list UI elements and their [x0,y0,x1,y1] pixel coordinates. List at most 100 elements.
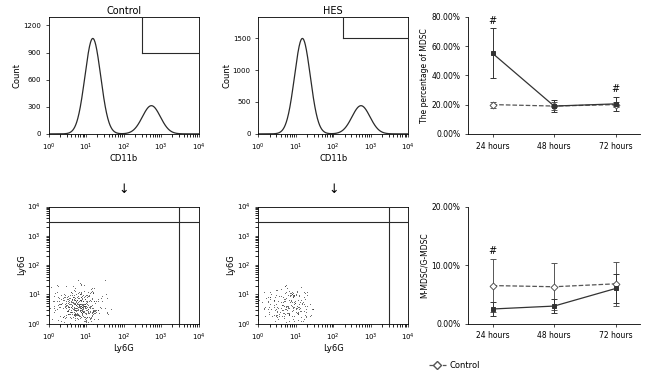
Point [77,311,87,317]
Point [264,309,274,315]
Point [296,314,306,320]
Point [274,312,284,318]
Point [174,219,184,225]
Point [66,296,77,302]
Point [68,310,79,315]
Point [63,299,73,305]
Point [265,296,275,302]
Point [103,321,113,327]
Point [269,304,280,310]
Point [74,321,85,327]
Point [283,304,293,310]
Point [45,305,55,311]
Point [174,219,184,225]
Point [265,289,276,295]
Point [60,304,71,310]
Point [272,304,283,310]
Point [88,305,99,311]
Point [287,292,297,298]
Point [276,299,287,305]
Point [174,219,184,225]
Point [257,299,268,305]
Point [97,293,107,299]
Point [74,312,85,318]
Point [87,290,98,296]
Point [295,305,306,311]
Point [70,298,81,304]
Point [280,303,291,309]
Point [49,303,60,309]
Point [384,219,394,225]
Point [384,219,394,225]
Point [272,316,283,322]
Point [79,304,90,310]
Point [278,299,289,305]
Point [174,219,184,225]
Point [292,297,303,303]
Point [265,294,275,300]
Point [271,312,281,318]
Point [76,321,86,327]
Point [101,291,112,297]
Point [174,219,184,225]
Point [296,308,307,314]
Point [281,295,291,301]
Point [276,307,287,313]
Point [102,309,112,315]
Point [61,302,72,308]
Point [61,312,72,318]
Point [281,318,291,324]
Point [174,219,184,225]
Point [70,295,81,301]
Point [289,292,299,298]
Point [59,315,70,321]
Point [77,310,87,316]
Point [300,312,310,318]
Point [77,302,88,308]
Point [81,315,92,321]
Point [86,298,97,304]
Point [79,308,89,314]
Point [47,316,57,322]
Point [78,298,88,304]
Point [384,219,394,225]
Point [300,303,311,309]
Point [83,310,93,315]
Point [174,219,184,225]
Point [72,305,83,311]
Point [78,314,88,320]
Point [269,312,280,318]
Point [70,302,81,308]
Point [89,285,99,291]
Point [264,311,274,317]
Point [82,301,92,307]
Point [281,304,292,310]
X-axis label: Ly6G: Ly6G [323,344,344,353]
Point [76,291,86,297]
Point [174,219,184,225]
Point [66,315,76,321]
Point [57,295,68,301]
Point [77,303,88,309]
Point [384,219,394,225]
Point [88,311,98,317]
Point [84,302,95,308]
Point [77,304,87,310]
Point [174,219,184,225]
Text: #: # [489,16,497,26]
Point [66,289,77,295]
Point [174,219,184,225]
Point [302,303,312,309]
Point [287,289,297,295]
Point [75,309,86,315]
Point [276,313,287,319]
Point [278,310,289,316]
Point [82,294,92,300]
Title: HES: HES [324,6,343,16]
Point [74,298,85,304]
Point [384,219,394,225]
Point [46,284,57,290]
Point [75,315,86,321]
Point [76,305,86,311]
Point [174,219,184,225]
